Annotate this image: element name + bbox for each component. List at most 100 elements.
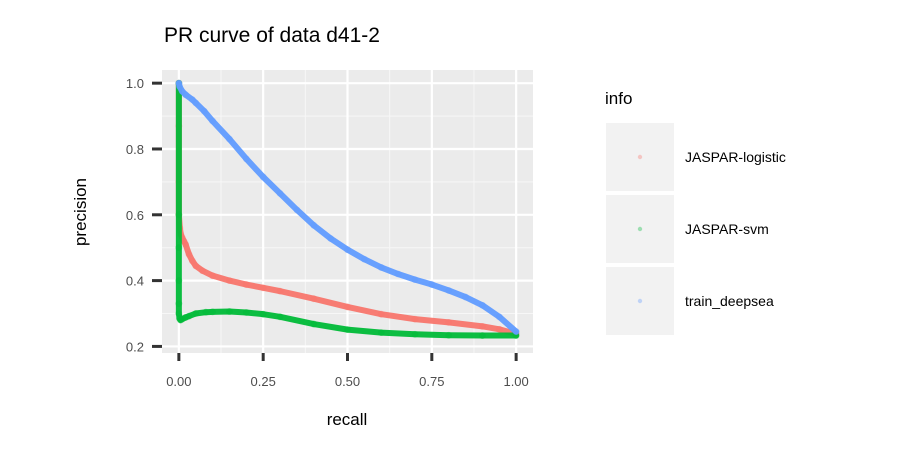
data-point [202,308,210,316]
legend-key-box [606,267,674,335]
data-point [185,250,193,258]
data-point [462,293,469,301]
data-point [259,310,267,318]
y-tick-label: 0.8 [126,142,144,157]
data-point [182,241,190,248]
series-line [175,80,520,339]
legend-label: JASPAR-svm [685,221,769,237]
data-point [479,322,486,330]
data-point [175,310,183,317]
data-point [259,173,267,181]
data-point [276,313,284,321]
legend-item: JASPAR-logistic [606,123,786,191]
y-axis-title: precision [71,178,90,246]
data-point [377,264,385,271]
x-tick-label: 1.00 [503,374,528,389]
data-point [310,295,318,303]
y-tick-label: 0.6 [126,208,144,223]
y-tick-label: 0.2 [126,339,144,354]
data-point [192,310,200,317]
data-point [209,272,216,280]
data-point [344,246,351,254]
data-point [175,277,183,285]
data-point [199,267,206,275]
data-point [428,281,436,288]
series-line [175,80,520,335]
data-point [310,221,318,229]
data-point [188,257,196,265]
y-tick-label: 1.0 [126,76,144,91]
legend-label: JASPAR-logistic [685,149,786,165]
x-axis-title: recall [327,410,368,429]
legend-key-dot [637,154,643,160]
legend-label: train_deepsea [685,293,774,309]
data-point [185,312,193,320]
data-point [178,87,186,95]
y-tick-label: 0.4 [126,274,144,289]
data-point [192,262,200,270]
data-point [200,107,208,115]
data-point [344,303,351,311]
data-point [479,332,486,339]
data-point [175,79,183,87]
data-point [479,301,486,309]
data-point [175,211,183,219]
data-point [175,300,183,308]
data-point [327,235,335,242]
data-point [178,315,186,323]
data-point [360,255,368,263]
legend-key-dot [637,298,643,304]
data-point [242,155,250,163]
data-point [495,325,503,333]
data-point [445,287,453,294]
chart-title: PR curve of data d41-2 [164,24,380,47]
data-point [180,237,188,245]
data-point [226,308,233,315]
axis-ticks: 0.00 0.25 0.50 0.75 1.00 0.2 0.4 0.6 0.8 1.0 [126,76,529,389]
data-point [226,135,233,143]
data-point [276,287,284,295]
x-tick-label: 0.00 [166,374,191,389]
data-point [182,314,190,321]
legend-item: train_deepsea [606,267,774,335]
data-point [293,206,301,214]
data-point [512,328,520,336]
legend-key-dot [637,226,643,232]
data-point [411,330,419,338]
data-point [209,117,216,125]
data-point [445,318,453,326]
data-point [192,99,200,107]
data-point [445,331,453,339]
data-point [276,190,284,197]
data-point [182,91,190,99]
data-point [209,308,216,316]
data-point [176,315,183,322]
x-tick-label: 0.25 [251,374,276,389]
legend-item: JASPAR-svm [606,195,769,263]
legend-key-box [606,123,674,191]
data-point [411,276,419,284]
data-point [176,83,183,90]
data-point [177,316,184,324]
data-point [495,313,503,321]
x-tick-label: 0.50 [335,374,360,389]
data-point [242,309,250,316]
legend-key-box [606,195,674,263]
data-point [259,284,267,292]
x-tick-label: 0.75 [419,374,444,389]
data-point [226,277,233,285]
data-point [377,329,385,336]
data-point [394,270,402,278]
data-point [175,244,183,252]
legend: info JASPAR-logistic JASPAR-svm train_deep… [605,89,786,335]
data-point [242,281,250,288]
series-train-deepsea [175,79,520,336]
series-layer [175,79,520,339]
data-point [411,315,419,323]
data-point [188,96,196,104]
series-jaspar-svm [175,79,520,339]
data-point [344,326,351,334]
data-point [377,310,385,318]
